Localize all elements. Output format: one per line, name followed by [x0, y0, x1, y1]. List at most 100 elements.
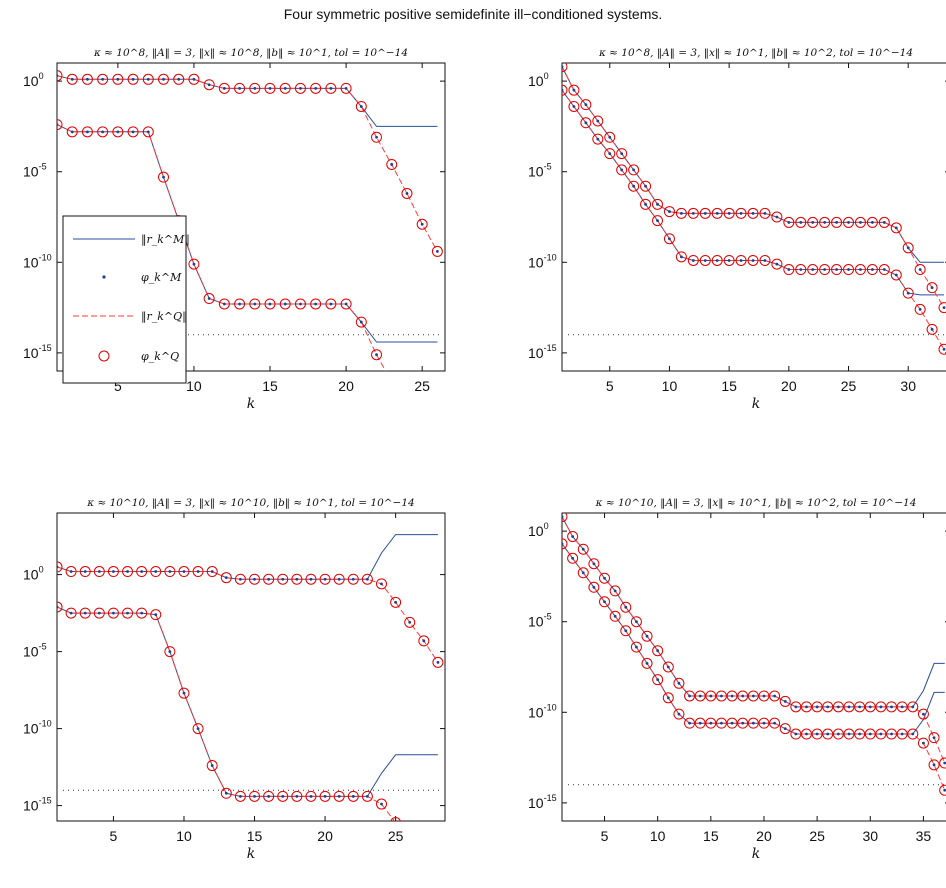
phiM-marker [720, 694, 723, 698]
phiQ-marker [715, 717, 727, 729]
phiM-marker [644, 202, 647, 206]
phiQ-marker [178, 566, 190, 578]
phiQ-marker [616, 164, 628, 176]
phiQ-marker [878, 264, 890, 276]
phiM-marker [83, 570, 87, 573]
y-tick-label: 10-15 [23, 796, 52, 814]
phiQ-marker [277, 573, 289, 585]
phiM-marker [57, 123, 59, 126]
phiM-marker [942, 347, 946, 351]
phiM-marker [253, 86, 257, 90]
phiM-marker [794, 732, 798, 736]
phiM-marker [635, 620, 638, 624]
phiM-marker [436, 467, 439, 470]
phiQ-marker [917, 737, 929, 749]
phiM-marker [146, 130, 150, 134]
phiM-marker [69, 611, 73, 615]
phiQ-marker [890, 222, 902, 234]
phiM-marker [603, 576, 606, 580]
phiQ-marker [57, 601, 63, 613]
x-tick-label: 15 [721, 378, 737, 394]
phiM-marker [131, 130, 135, 134]
phiQ-marker [831, 216, 843, 228]
phiQ-marker [79, 566, 91, 578]
phiM-marker [613, 614, 617, 618]
phiM-marker [299, 86, 302, 90]
phiQ-marker [687, 254, 699, 266]
phiQ-marker [822, 701, 834, 713]
axes-frame [561, 512, 946, 822]
phiM-marker [890, 732, 893, 736]
phiQ-marker [599, 596, 611, 608]
phiM-marker [222, 86, 226, 90]
phiM-marker [715, 259, 719, 262]
phiM-marker [83, 611, 87, 615]
phiM-marker [283, 86, 287, 90]
phiQ-marker [843, 701, 855, 713]
phiM-marker [773, 694, 777, 698]
phiQ-marker [807, 264, 819, 276]
phiQ-marker [726, 717, 738, 729]
phiM-marker [192, 262, 196, 266]
phiQ-marker [432, 656, 444, 668]
phiM-marker [314, 302, 318, 306]
phiQ-marker [907, 728, 919, 740]
phiM-marker [703, 259, 707, 262]
phiM-marker [656, 202, 659, 206]
phiM-marker [608, 152, 612, 155]
phiQ-marker [687, 207, 699, 219]
phiM-marker [86, 77, 89, 81]
phiM-marker [562, 542, 564, 546]
phiM-marker [668, 210, 671, 213]
phiQ-marker [711, 207, 723, 219]
phiM-marker [408, 620, 412, 624]
phiQ-marker [819, 216, 831, 228]
phiQ-marker [758, 690, 770, 702]
phiQ-marker [164, 646, 176, 658]
phiM-marker [101, 77, 105, 81]
phiM-marker [783, 700, 787, 703]
phiM-marker [437, 880, 440, 883]
phiQ-marker [192, 723, 204, 735]
phiQ-marker [57, 119, 63, 131]
phiM-marker [720, 721, 723, 725]
phiM-marker [635, 645, 638, 649]
phiQ-marker [136, 607, 148, 619]
phiQ-marker [371, 131, 383, 143]
phiQ-marker [630, 641, 642, 653]
phiQ-marker [917, 708, 929, 720]
phiM-marker [906, 246, 910, 250]
phiQ-marker [234, 790, 246, 802]
phiM-marker [253, 302, 257, 306]
phiQ-marker [97, 126, 109, 138]
panel-title: κ ≈ 10^10, ‖A‖ = 3, ‖x‖ ≈ 10^10, ‖b‖ ≈ 1… [86, 497, 414, 510]
phiQ-marker [832, 728, 844, 740]
x-tick-label: 5 [114, 378, 122, 394]
phiM-marker [811, 221, 815, 224]
phiM-marker [375, 135, 378, 139]
phiM-marker [775, 262, 779, 266]
phiQ-marker [249, 790, 261, 802]
x-tick-label: 20 [338, 378, 354, 394]
series-rQ-line [57, 566, 439, 663]
phiM-marker [162, 175, 165, 179]
phiQ-marker [790, 728, 802, 740]
phiM-marker [329, 302, 333, 306]
phiM-marker [859, 221, 862, 224]
phiQ-marker [747, 717, 759, 729]
phiQ-marker [663, 233, 675, 245]
phiQ-marker [737, 690, 749, 702]
series-rM-line [57, 75, 438, 127]
phiQ-marker [291, 790, 303, 802]
phiQ-marker [735, 254, 747, 266]
phiQ-marker [878, 216, 890, 228]
phiQ-marker [747, 690, 759, 702]
phiQ-marker [759, 207, 771, 219]
phiM-marker [97, 570, 101, 573]
phiM-marker [836, 705, 840, 709]
phiQ-marker [127, 126, 139, 138]
phiQ-marker [652, 674, 664, 686]
phiM-marker [882, 221, 886, 224]
phiM-marker [131, 77, 135, 81]
phiQ-marker [779, 695, 791, 707]
